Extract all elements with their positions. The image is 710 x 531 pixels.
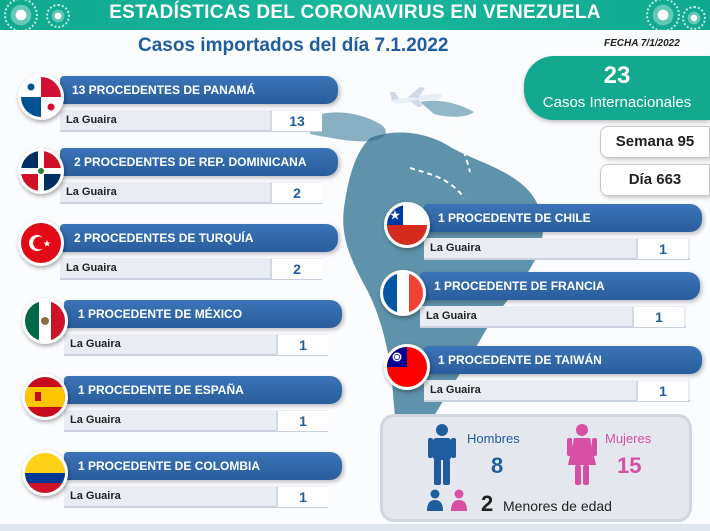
total-cases-count: 23: [603, 62, 631, 89]
country-card-row: La Guaira 1: [64, 334, 328, 356]
day-badge: Día 663: [600, 164, 710, 196]
country-card-label: 1 PROCEDENTE DE COLOMBIA: [78, 459, 261, 473]
country-card-row: La Guaira 1: [424, 238, 690, 260]
case-count: 1: [636, 381, 688, 401]
country-card-row: La Guaira 2: [60, 182, 322, 204]
case-count: 1: [276, 487, 328, 507]
dominican-republic-flag-icon: [18, 148, 64, 194]
country-card-label: 1 PROCEDENTE DE CHILE: [438, 211, 591, 225]
airplane-icon: [390, 87, 443, 107]
case-count: 1: [276, 411, 328, 431]
page-title: ESTADÍSTICAS DEL CORONAVIRUS EN VENEZUEL…: [109, 2, 601, 23]
minors-label: Menores de edad: [503, 498, 612, 514]
country-card-label: 1 PROCEDENTE DE MÉXICO: [78, 307, 243, 321]
man-icon: [428, 424, 456, 485]
case-count: 2: [270, 259, 322, 279]
virus-icon: [682, 6, 706, 30]
case-count: 1: [632, 307, 684, 327]
men-label: Hombres: [467, 431, 520, 446]
country-card-header: [64, 452, 342, 480]
country-card-header: [424, 346, 702, 374]
case-count: 13: [270, 111, 322, 131]
city-label: La Guaira: [70, 338, 121, 350]
women-label: Mujeres: [605, 431, 652, 446]
city-label: La Guaira: [70, 414, 121, 426]
gender-breakdown-panel: Hombres 8 Mujeres 15 2 Menores de edad: [380, 414, 692, 522]
panama-flag-icon: [18, 74, 64, 120]
city-label: La Guaira: [430, 384, 481, 396]
country-card-header: [60, 224, 338, 252]
country-card-header: [64, 376, 342, 404]
country-card-label: 1 PROCEDENTE DE ESPAÑA: [78, 383, 244, 397]
virus-icon: [646, 0, 680, 32]
country-card-label: 1 PROCEDENTE DE TAIWÁN: [438, 353, 602, 367]
country-card-row: La Guaira 1: [420, 306, 686, 328]
children-icon: [427, 489, 467, 511]
country-card-label: 2 PROCEDENTES DE REP. DOMINICANA: [74, 155, 307, 169]
total-cases-box: 23 Casos Internacionales: [524, 56, 710, 120]
total-cases-label: Casos Internacionales: [542, 94, 692, 111]
country-card-label: 13 PROCEDENTES DE PANAMÁ: [72, 83, 256, 97]
city-label: La Guaira: [66, 262, 117, 274]
france-flag-icon: [380, 270, 426, 316]
virus-icon: [46, 4, 70, 28]
turkey-flag-icon: [18, 220, 64, 266]
city-label: La Guaira: [66, 186, 117, 198]
city-label: La Guaira: [66, 114, 117, 126]
week-badge: Semana 95: [600, 126, 710, 158]
country-card-header: [424, 204, 702, 232]
case-count: 1: [276, 335, 328, 355]
country-card-header: [60, 148, 338, 176]
case-count: 1: [636, 239, 688, 259]
country-card-header: [60, 76, 338, 104]
virus-icon: [4, 0, 38, 32]
city-label: La Guaira: [70, 490, 121, 502]
mexico-flag-icon: [22, 298, 68, 344]
city-label: La Guaira: [426, 310, 477, 322]
country-card-row: La Guaira 1: [64, 410, 328, 432]
taiwan-flag-icon: [384, 344, 430, 390]
country-card-row: La Guaira 1: [64, 486, 328, 508]
colombia-flag-icon: [22, 450, 68, 496]
city-label: La Guaira: [430, 242, 481, 254]
men-count: 8: [491, 453, 504, 478]
spain-flag-icon: [22, 374, 68, 420]
country-card-label: 1 PROCEDENTE DE FRANCIA: [434, 279, 605, 293]
chile-flag-icon: [384, 202, 430, 248]
minors-count: 2: [481, 491, 494, 516]
country-card-row: La Guaira 2: [60, 258, 322, 280]
case-count: 2: [270, 183, 322, 203]
country-card-label: 2 PROCEDENTES DE TURQUÍA: [74, 231, 254, 245]
woman-icon: [567, 424, 597, 485]
date-label: FECHA 7/1/2022: [604, 38, 680, 49]
country-card-header: [420, 272, 700, 300]
page-subtitle: Casos importados del día 7.1.2022: [138, 35, 449, 56]
country-card-header: [64, 300, 342, 328]
footer-strip: [0, 524, 710, 531]
women-count: 15: [617, 453, 642, 478]
country-card-row: La Guaira 13: [60, 110, 322, 132]
country-card-row: La Guaira 1: [424, 380, 690, 402]
header-banner: ESTADÍSTICAS DEL CORONAVIRUS EN VENEZUEL…: [0, 0, 710, 32]
